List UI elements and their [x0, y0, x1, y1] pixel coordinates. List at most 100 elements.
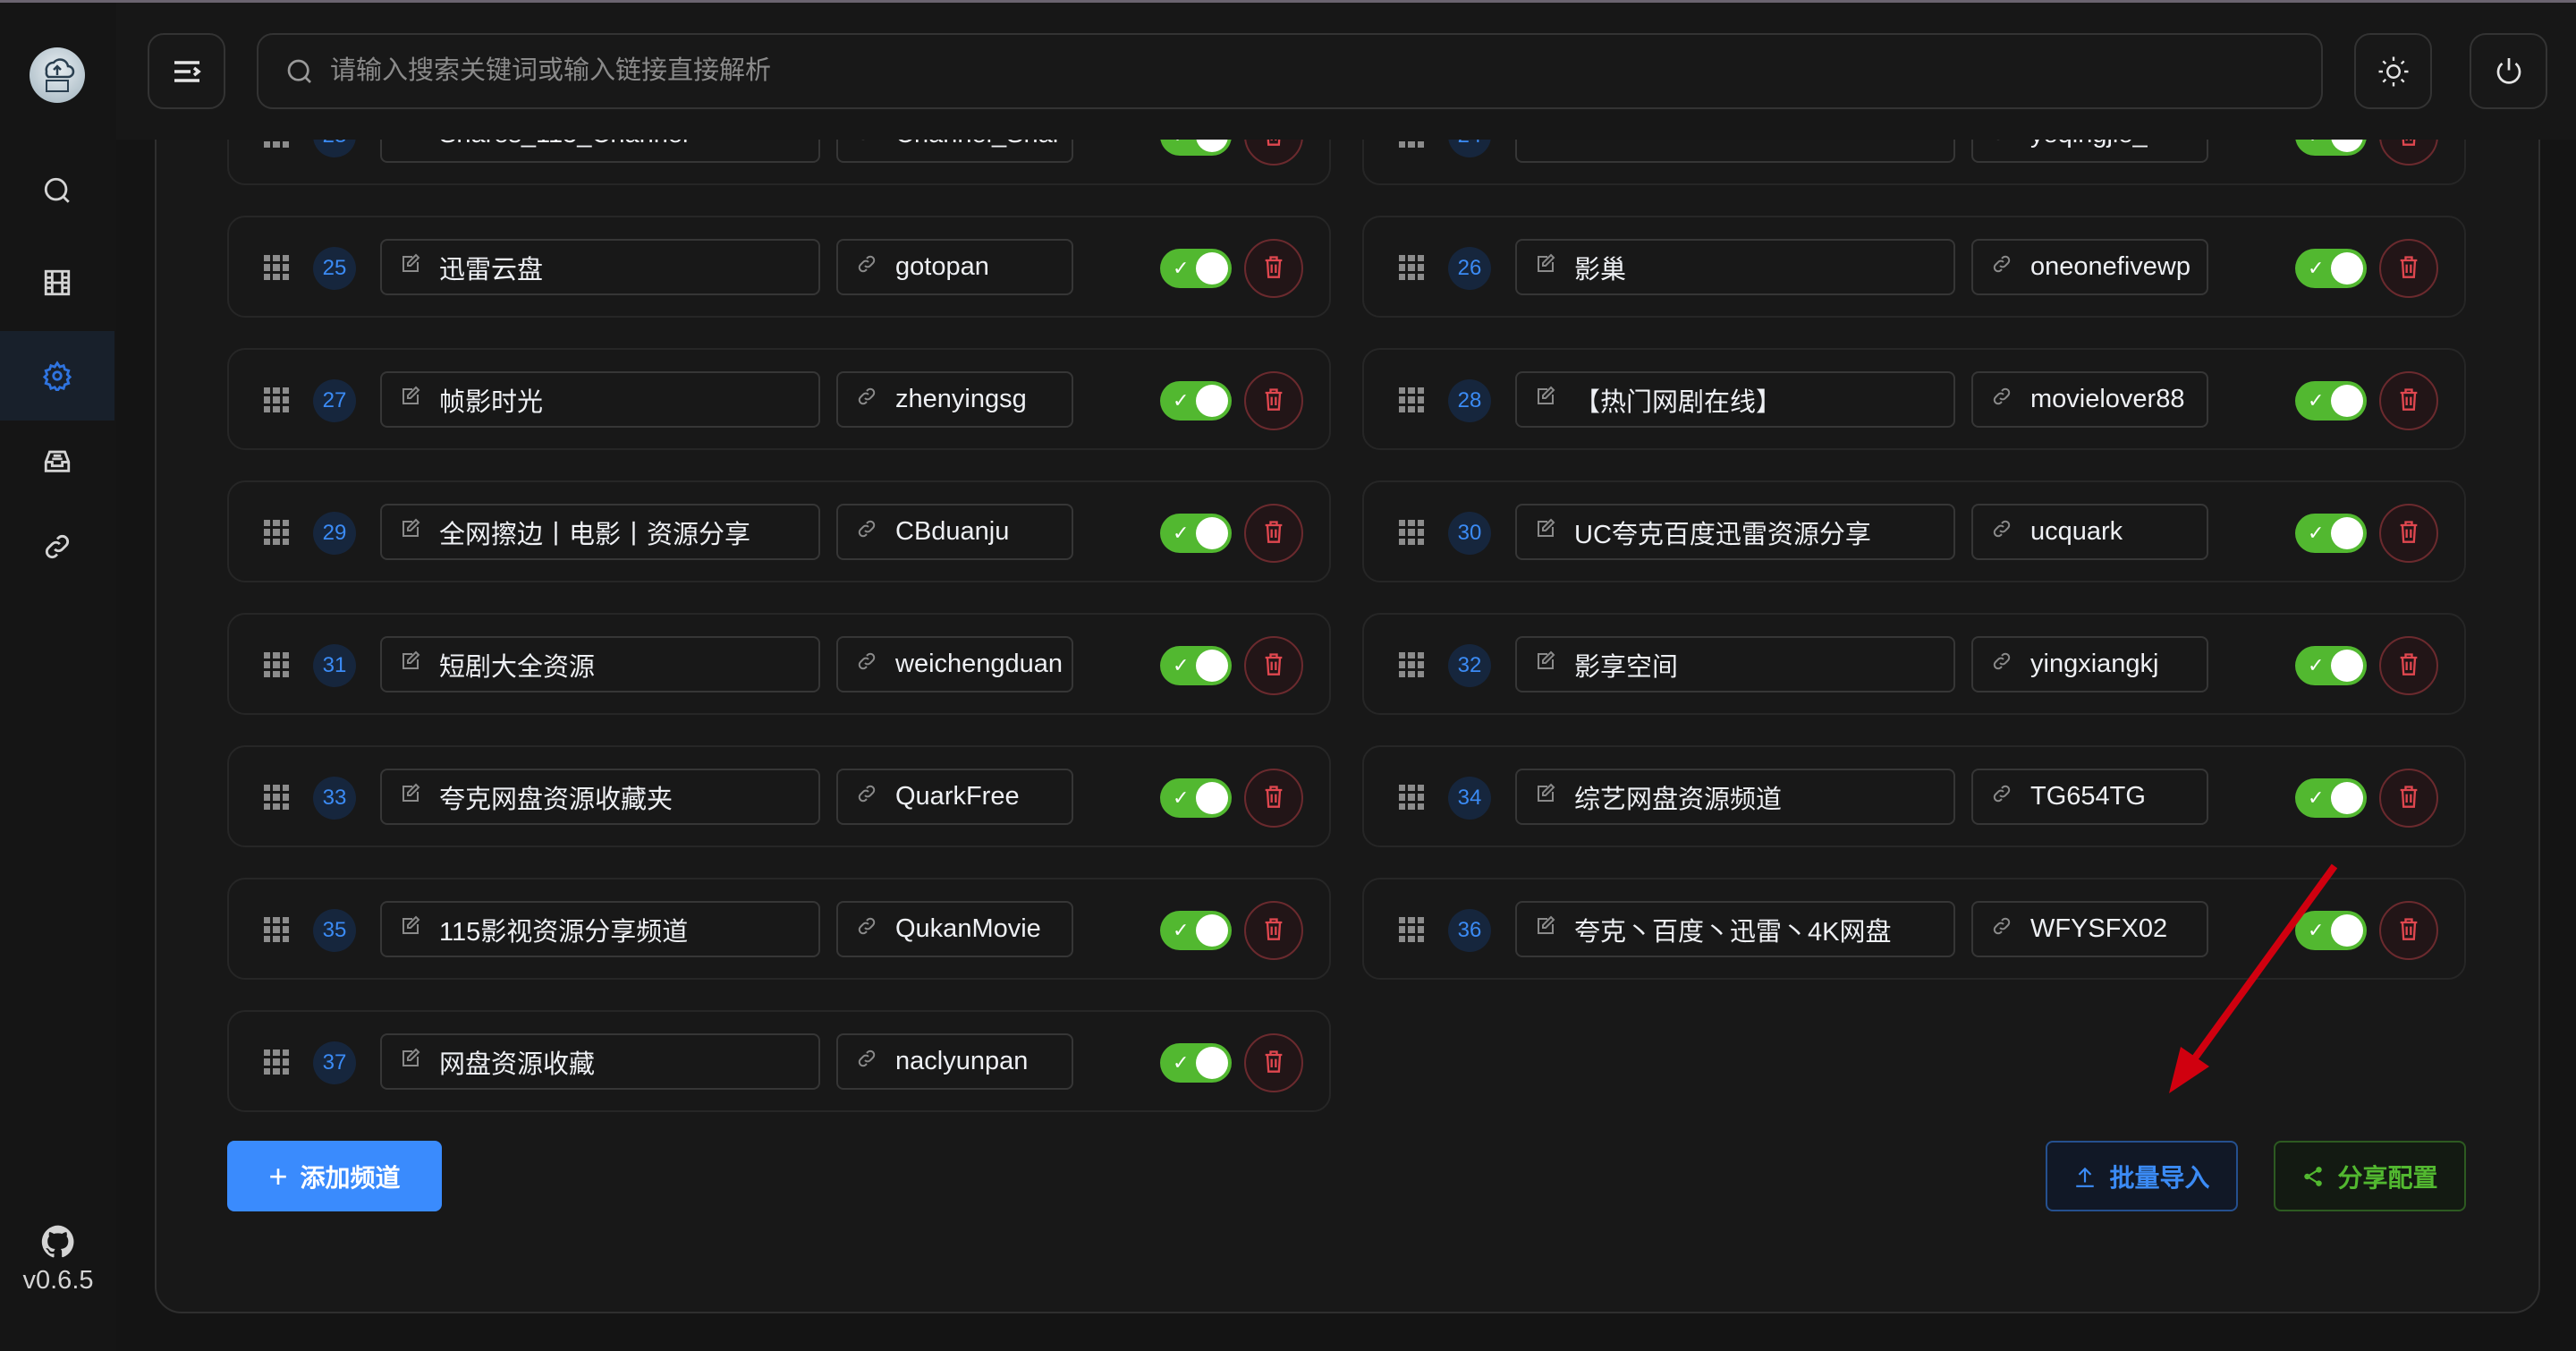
delete-channel-button[interactable] — [1244, 239, 1303, 298]
search-input[interactable] — [330, 56, 2119, 86]
channel-name-input[interactable]: 夸克网盘资源收藏夹 — [380, 769, 820, 825]
drag-handle-icon[interactable] — [264, 917, 289, 942]
channel-enabled-toggle[interactable]: ✓ — [2295, 514, 2367, 553]
delete-channel-button[interactable] — [1244, 636, 1303, 695]
drag-handle-icon[interactable] — [264, 520, 289, 545]
channel-id-input[interactable]: ucquark — [1971, 504, 2208, 560]
link-icon — [1991, 385, 2030, 414]
sidebar-item-inbox[interactable] — [0, 416, 114, 506]
link-icon — [1991, 782, 2030, 811]
channel-enabled-toggle[interactable]: ✓ — [1160, 778, 1232, 818]
toggle-knob — [1196, 385, 1228, 417]
drag-handle-icon[interactable] — [1399, 917, 1424, 942]
share-icon — [2304, 1166, 2323, 1186]
channel-name-input[interactable]: 夸克丶百度丶迅雷丶4K网盘 — [1515, 901, 1955, 957]
channel-name-input[interactable]: 【热门网剧在线】 — [1515, 371, 1955, 428]
logout-button[interactable] — [2470, 33, 2547, 109]
channel-name-value: 综艺网盘资源频道 — [1574, 785, 1783, 814]
share-config-button[interactable]: 分享配置 — [2274, 1141, 2466, 1211]
delete-channel-button[interactable] — [1244, 1033, 1303, 1092]
edit-icon — [400, 517, 439, 547]
toggle-knob — [2331, 782, 2363, 814]
channel-id-input[interactable]: CBduanju — [836, 504, 1073, 560]
sidebar-item-media[interactable] — [0, 238, 114, 327]
channel-id-input[interactable]: weichengduan — [836, 636, 1073, 692]
delete-channel-button[interactable] — [2379, 901, 2438, 960]
delete-channel-button[interactable] — [1244, 504, 1303, 563]
drag-handle-icon[interactable] — [264, 255, 289, 280]
channel-id-input[interactable]: TG654TG — [1971, 769, 2208, 825]
drag-handle-icon[interactable] — [264, 652, 289, 677]
drag-handle-icon[interactable] — [264, 785, 289, 810]
delete-channel-button[interactable] — [2379, 636, 2438, 695]
sidebar-item-search[interactable] — [0, 146, 114, 235]
drag-handle-icon[interactable] — [264, 387, 289, 412]
drag-handle-icon[interactable] — [1399, 255, 1424, 280]
channel-name-input[interactable]: 帧影时光 — [380, 371, 820, 428]
check-icon: ✓ — [1173, 654, 1190, 676]
channel-id-input[interactable]: QukanMovie — [836, 901, 1073, 957]
channel-enabled-toggle[interactable]: ✓ — [1160, 911, 1232, 950]
channel-id-input[interactable]: naclyunpan — [836, 1033, 1073, 1090]
channel-enabled-toggle[interactable]: ✓ — [2295, 381, 2367, 421]
delete-channel-button[interactable] — [2379, 239, 2438, 298]
channel-id-input[interactable]: yingxiangkj — [1971, 636, 2208, 692]
sidebar-item-settings[interactable] — [0, 331, 114, 421]
channel-name-input[interactable]: 影享空间 — [1515, 636, 1955, 692]
channel-name-input[interactable]: 影巢 — [1515, 239, 1955, 295]
delete-channel-button[interactable] — [2379, 769, 2438, 828]
add-channel-button[interactable]: + 添加频道 — [227, 1141, 442, 1211]
channel-id-input[interactable]: QuarkFree — [836, 769, 1073, 825]
drag-handle-icon[interactable] — [264, 1049, 289, 1075]
github-icon[interactable] — [40, 1224, 76, 1260]
channel-enabled-toggle[interactable]: ✓ — [1160, 646, 1232, 685]
delete-channel-button[interactable] — [2379, 504, 2438, 563]
channel-name-input[interactable]: 115影视资源分享频道 — [380, 901, 820, 957]
channel-enabled-toggle[interactable]: ✓ — [2295, 646, 2367, 685]
app-logo[interactable] — [30, 47, 85, 103]
channel-id-input[interactable]: zhenyingsg — [836, 371, 1073, 428]
trash-icon — [1261, 916, 1286, 946]
channel-index-badge: 25 — [313, 247, 356, 290]
link-icon — [856, 650, 895, 679]
channel-id-value: movielover88 — [2030, 385, 2185, 413]
channel-name-input[interactable]: UC夸克百度迅雷资源分享 — [1515, 504, 1955, 560]
edit-icon — [1535, 650, 1574, 679]
channel-name-value: 夸克丶百度丶迅雷丶4K网盘 — [1574, 917, 1892, 947]
channel-name-input[interactable]: 综艺网盘资源频道 — [1515, 769, 1955, 825]
channel-enabled-toggle[interactable]: ✓ — [2295, 911, 2367, 950]
menu-toggle-button[interactable] — [148, 33, 225, 109]
batch-import-button[interactable]: 批量导入 — [2046, 1141, 2238, 1211]
drag-handle-icon[interactable] — [1399, 785, 1424, 810]
channel-name-value: 迅雷云盘 — [439, 255, 544, 285]
channel-name-input[interactable]: 短剧大全资源 — [380, 636, 820, 692]
drag-handle-icon[interactable] — [1399, 387, 1424, 412]
channel-name-input[interactable]: 网盘资源收藏 — [380, 1033, 820, 1090]
delete-channel-button[interactable] — [2379, 371, 2438, 430]
channel-id-input[interactable]: oneonefivewp — [1971, 239, 2208, 295]
sidebar-item-links[interactable] — [0, 502, 114, 591]
batch-import-label: 批量导入 — [2109, 1163, 2210, 1192]
channel-enabled-toggle[interactable]: ✓ — [1160, 249, 1232, 288]
channel-enabled-toggle[interactable]: ✓ — [1160, 1043, 1232, 1083]
link-icon — [856, 252, 895, 282]
channel-name-input[interactable]: 迅雷云盘 — [380, 239, 820, 295]
channel-enabled-toggle[interactable]: ✓ — [2295, 778, 2367, 818]
check-icon: ✓ — [1173, 786, 1190, 809]
theme-toggle-button[interactable] — [2354, 33, 2432, 109]
channel-name-input[interactable]: 全网擦边丨电影丨资源分享 — [380, 504, 820, 560]
delete-channel-button[interactable] — [1244, 901, 1303, 960]
drag-handle-icon[interactable] — [1399, 520, 1424, 545]
drag-handle-icon[interactable] — [1399, 652, 1424, 677]
channel-id-input[interactable]: WFYSFX02 — [1971, 901, 2208, 957]
channel-index-badge: 34 — [1448, 777, 1491, 820]
delete-channel-button[interactable] — [1244, 371, 1303, 430]
channel-enabled-toggle[interactable]: ✓ — [1160, 514, 1232, 553]
channel-id-value: gotopan — [895, 252, 989, 281]
channel-enabled-toggle[interactable]: ✓ — [2295, 249, 2367, 288]
channel-enabled-toggle[interactable]: ✓ — [1160, 381, 1232, 421]
channel-id-input[interactable]: movielover88 — [1971, 371, 2208, 428]
delete-channel-button[interactable] — [1244, 769, 1303, 828]
channel-id-input[interactable]: gotopan — [836, 239, 1073, 295]
search-bar[interactable] — [257, 33, 2323, 109]
